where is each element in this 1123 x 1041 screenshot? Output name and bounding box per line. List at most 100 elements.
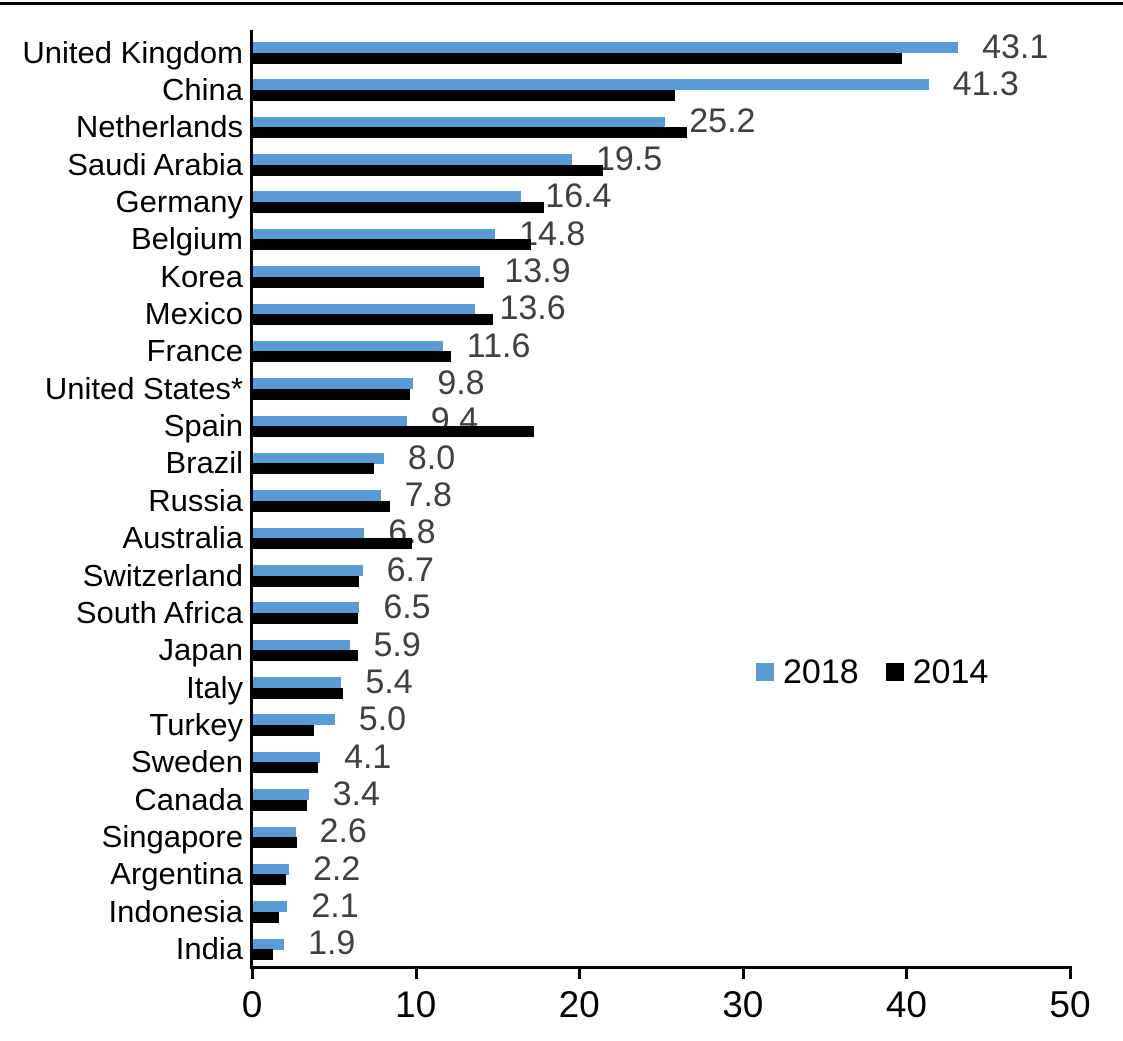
category-label-spain: Spain — [163, 408, 243, 444]
bar-2014-china — [253, 89, 676, 101]
x-tick-label-10: 10 — [395, 984, 437, 1025]
legend-label-2014: 2014 — [912, 652, 989, 691]
value-label-germany: 16.4 — [545, 177, 612, 216]
value-label-netherlands: 25.2 — [689, 102, 756, 141]
value-label-switzerland: 6.7 — [386, 550, 434, 589]
bar-2014-sweden — [253, 762, 319, 774]
bar-2014-australia — [253, 538, 412, 550]
category-label-japan: Japan — [158, 632, 243, 668]
value-label-mexico: 13.6 — [499, 289, 566, 328]
bar-2014-korea — [253, 276, 484, 288]
bar-2014-russia — [253, 500, 391, 512]
value-label-singapore: 2.6 — [319, 812, 367, 851]
bar-2018-united-states — [253, 378, 414, 390]
bar-2018-canada — [253, 789, 309, 801]
value-label-united-kingdom: 43.1 — [982, 27, 1049, 66]
x-tick-30 — [741, 969, 745, 979]
legend-item-2018: 2018 — [756, 653, 859, 692]
bar-2018-korea — [253, 266, 481, 278]
x-tick-label-30: 30 — [722, 984, 764, 1025]
category-label-india: India — [175, 931, 243, 967]
bar-2014-south-africa — [253, 612, 358, 624]
bar-2014-united-states — [253, 388, 411, 400]
bar-2018-netherlands — [253, 116, 666, 128]
value-label-brazil: 8.0 — [407, 438, 456, 477]
bar-2014-france — [253, 351, 451, 363]
value-label-sweden: 4.1 — [344, 737, 392, 776]
bar-2018-united-kingdom — [253, 42, 959, 53]
category-label-germany: Germany — [115, 183, 243, 219]
value-label-japan: 5.9 — [373, 625, 421, 664]
bar-2014-canada — [253, 799, 307, 811]
x-tick-label-40: 40 — [885, 984, 927, 1025]
value-label-korea: 13.9 — [504, 251, 571, 290]
bar-2014-singapore — [253, 837, 298, 849]
bar-2014-turkey — [253, 724, 314, 736]
category-label-united-kingdom: United Kingdom — [22, 34, 243, 70]
bar-2018-italy — [253, 677, 342, 689]
bar-2018-switzerland — [253, 565, 363, 577]
value-label-russia: 7.8 — [404, 476, 452, 515]
x-tick-0 — [251, 969, 254, 979]
bar-2018-saudi-arabia — [253, 154, 573, 166]
x-tick-10 — [414, 969, 418, 979]
category-label-sweden: Sweden — [130, 744, 243, 780]
bar-2018-japan — [253, 639, 350, 651]
category-label-turkey: Turkey — [149, 706, 243, 742]
bar-2014-belgium — [253, 239, 532, 251]
bar-2014-argentina — [253, 874, 286, 886]
category-label-korea: Korea — [160, 258, 243, 294]
bar-2014-netherlands — [253, 127, 687, 139]
category-label-italy: Italy — [186, 669, 243, 705]
value-label-turkey: 5.0 — [358, 700, 407, 739]
value-label-argentina: 2.2 — [312, 849, 361, 888]
value-label-france: 11.6 — [466, 326, 531, 365]
category-label-canada: Canada — [134, 781, 243, 817]
category-label-argentina: Argentina — [110, 856, 243, 892]
bar-2018-australia — [253, 527, 365, 539]
bar-2014-italy — [253, 687, 343, 699]
category-label-singapore: Singapore — [101, 819, 243, 855]
bar-2018-south-africa — [253, 602, 360, 614]
bar-2018-brazil — [253, 452, 384, 464]
value-label-south-africa: 6.5 — [383, 588, 431, 627]
value-label-canada: 3.4 — [332, 774, 380, 813]
legend-label-2018: 2018 — [783, 652, 859, 691]
category-label-netherlands: Netherlands — [75, 109, 243, 145]
legend-swatch-2014 — [885, 663, 904, 681]
bar-2018-indonesia — [253, 901, 288, 913]
bar-2018-france — [253, 340, 443, 352]
category-label-russia: Russia — [148, 482, 243, 518]
bar-2018-belgium — [253, 228, 496, 240]
bar-2014-saudi-arabia — [253, 164, 604, 176]
bar-2018-argentina — [253, 863, 289, 875]
category-label-china: China — [162, 71, 243, 107]
x-tick-40 — [905, 969, 909, 979]
category-label-saudi-arabia: Saudi Arabia — [67, 146, 243, 182]
x-tick-50 — [1069, 969, 1072, 979]
category-label-australia: Australia — [122, 520, 243, 556]
value-label-united-states: 9.8 — [437, 363, 485, 402]
x-tick-label-20: 20 — [558, 984, 600, 1025]
bar-2018-russia — [253, 490, 381, 502]
bar-2014-germany — [253, 201, 545, 213]
legend-item-2014: 2014 — [885, 652, 989, 692]
bar-2018-china — [253, 79, 929, 91]
category-label-france: France — [146, 333, 243, 369]
value-label-saudi-arabia: 19.5 — [596, 139, 663, 178]
x-tick-label-0: 0 — [241, 984, 263, 1025]
top-border-rule — [0, 2, 1123, 5]
x-axis-line — [250, 966, 1072, 969]
category-label-brazil: Brazil — [165, 445, 243, 481]
value-label-china: 41.3 — [952, 65, 1019, 104]
bar-2014-brazil — [253, 463, 375, 475]
legend-swatch-2018 — [756, 663, 774, 681]
value-label-italy: 5.4 — [365, 662, 413, 701]
value-label-indonesia: 2.1 — [311, 887, 359, 926]
x-tick-label-50: 50 — [1049, 984, 1091, 1025]
category-label-united-states: United States* — [44, 370, 243, 406]
bar-2014-mexico — [253, 314, 494, 326]
bar-2018-turkey — [253, 714, 335, 726]
category-label-belgium: Belgium — [131, 221, 243, 257]
bar-2014-switzerland — [253, 575, 360, 587]
